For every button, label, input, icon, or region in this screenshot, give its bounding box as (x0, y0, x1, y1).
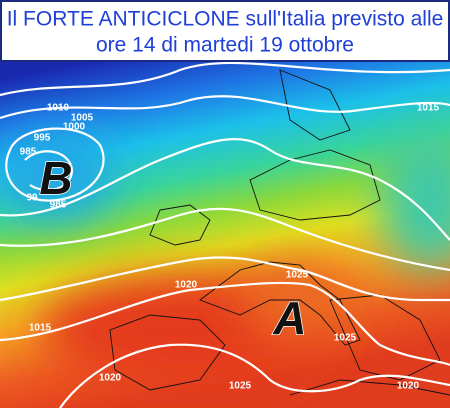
isobar-label: 1005 (71, 113, 94, 124)
header-line: Il FORTE ANTICICLONE sull'Italia previst… (7, 8, 444, 31)
header-line: ore 14 di martedi 19 ottobre (96, 34, 354, 57)
isobar-label: 1025 (229, 381, 252, 392)
isobar-label: 99 (26, 193, 38, 204)
isobar-label: 995 (34, 133, 51, 144)
isobar-label: 1000 (63, 122, 86, 133)
isobar-label: 1025 (334, 333, 357, 344)
pressure-center: A (272, 292, 306, 344)
isobar-label: 1010 (47, 103, 70, 114)
pressure-center: B (39, 152, 72, 204)
isobars (0, 61, 450, 408)
isobar-label: 985 (20, 147, 37, 158)
isobar-label: 985 (50, 200, 67, 211)
isobar-label: 1020 (175, 280, 198, 291)
header-box (0, 0, 450, 62)
isobar-label: 1020 (99, 373, 122, 384)
isobar-label: 1015 (417, 103, 440, 114)
pressure-field (0, 60, 450, 408)
header: Il FORTE ANTICICLONE sull'Italia previst… (0, 0, 450, 62)
isobar-label: 1020 (397, 381, 420, 392)
isobar-label: 1025 (286, 270, 309, 281)
isobar-label: 1015 (29, 323, 52, 334)
